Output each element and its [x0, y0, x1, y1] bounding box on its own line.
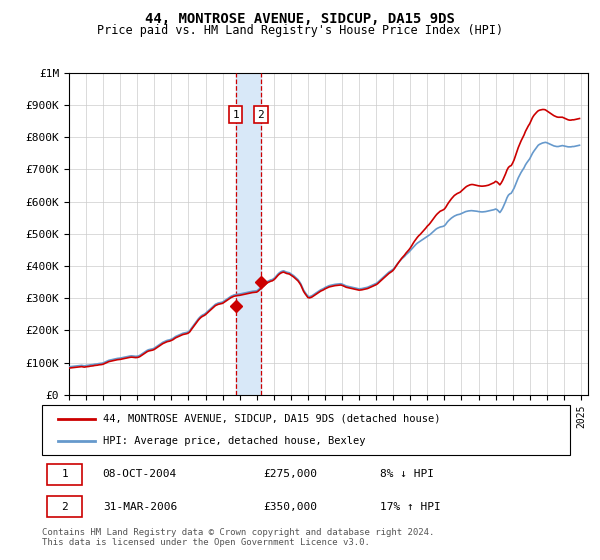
- Text: 2: 2: [61, 502, 68, 511]
- Text: 31-MAR-2006: 31-MAR-2006: [103, 502, 177, 511]
- Text: HPI: Average price, detached house, Bexley: HPI: Average price, detached house, Bexl…: [103, 436, 365, 446]
- Text: Price paid vs. HM Land Registry's House Price Index (HPI): Price paid vs. HM Land Registry's House …: [97, 24, 503, 36]
- Text: £275,000: £275,000: [264, 469, 318, 479]
- Text: £350,000: £350,000: [264, 502, 318, 511]
- Text: 2: 2: [257, 110, 264, 120]
- Text: 1: 1: [232, 110, 239, 120]
- Text: 44, MONTROSE AVENUE, SIDCUP, DA15 9DS: 44, MONTROSE AVENUE, SIDCUP, DA15 9DS: [145, 12, 455, 26]
- Bar: [236, 73, 261, 395]
- Bar: [47, 496, 82, 517]
- Text: 44, MONTROSE AVENUE, SIDCUP, DA15 9DS (detached house): 44, MONTROSE AVENUE, SIDCUP, DA15 9DS (d…: [103, 414, 440, 424]
- Text: Contains HM Land Registry data © Crown copyright and database right 2024.
This d: Contains HM Land Registry data © Crown c…: [42, 528, 434, 547]
- Bar: [47, 464, 82, 485]
- Text: 08-OCT-2004: 08-OCT-2004: [103, 469, 177, 479]
- Text: 1: 1: [61, 469, 68, 479]
- Text: 8% ↓ HPI: 8% ↓ HPI: [380, 469, 434, 479]
- Text: 17% ↑ HPI: 17% ↑ HPI: [380, 502, 440, 511]
